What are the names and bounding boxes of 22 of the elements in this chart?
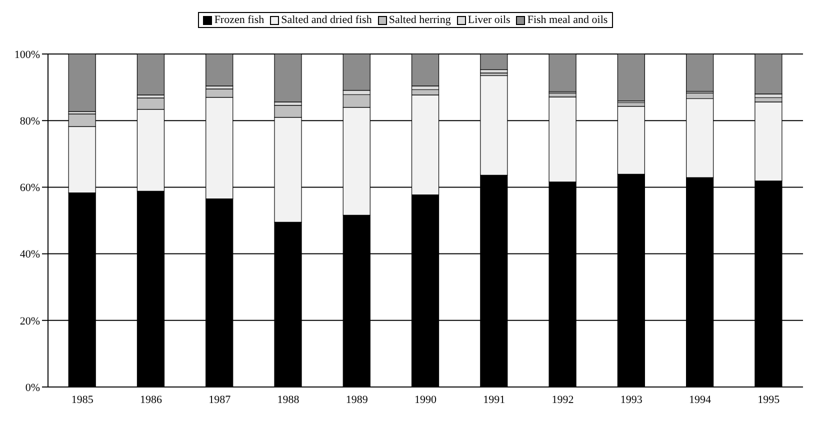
x-tick-label: 1994 bbox=[689, 394, 712, 406]
legend-label: Liver oils bbox=[466, 14, 510, 26]
legend-label: Fish meal and oils bbox=[526, 14, 608, 26]
x-tick-label: 1995 bbox=[758, 394, 780, 406]
x-tick-label: 1985 bbox=[71, 394, 94, 406]
y-tick-label: 0% bbox=[25, 382, 40, 394]
x-tick-label: 1989 bbox=[346, 394, 368, 406]
x-tick-label: 1991 bbox=[483, 394, 506, 406]
x-tick-label: 1992 bbox=[552, 394, 574, 406]
y-tick-label: 80% bbox=[20, 116, 40, 128]
y-tick-label: 60% bbox=[20, 182, 40, 194]
y-tick-label: 100% bbox=[14, 48, 40, 61]
legend-label: Salted and dried fish bbox=[280, 14, 372, 26]
x-tick-label: 1993 bbox=[620, 394, 643, 406]
x-tick-label: 1986 bbox=[140, 394, 162, 406]
y-tick-label: 40% bbox=[20, 248, 40, 261]
x-tick-label: 1990 bbox=[414, 394, 437, 406]
x-tick-label: 1988 bbox=[277, 394, 300, 406]
legend-label: Salted herring bbox=[388, 14, 451, 26]
legend-label: Frozen fish bbox=[213, 14, 264, 26]
y-tick-label: 20% bbox=[20, 315, 40, 328]
x-tick-label: 1987 bbox=[208, 394, 232, 406]
